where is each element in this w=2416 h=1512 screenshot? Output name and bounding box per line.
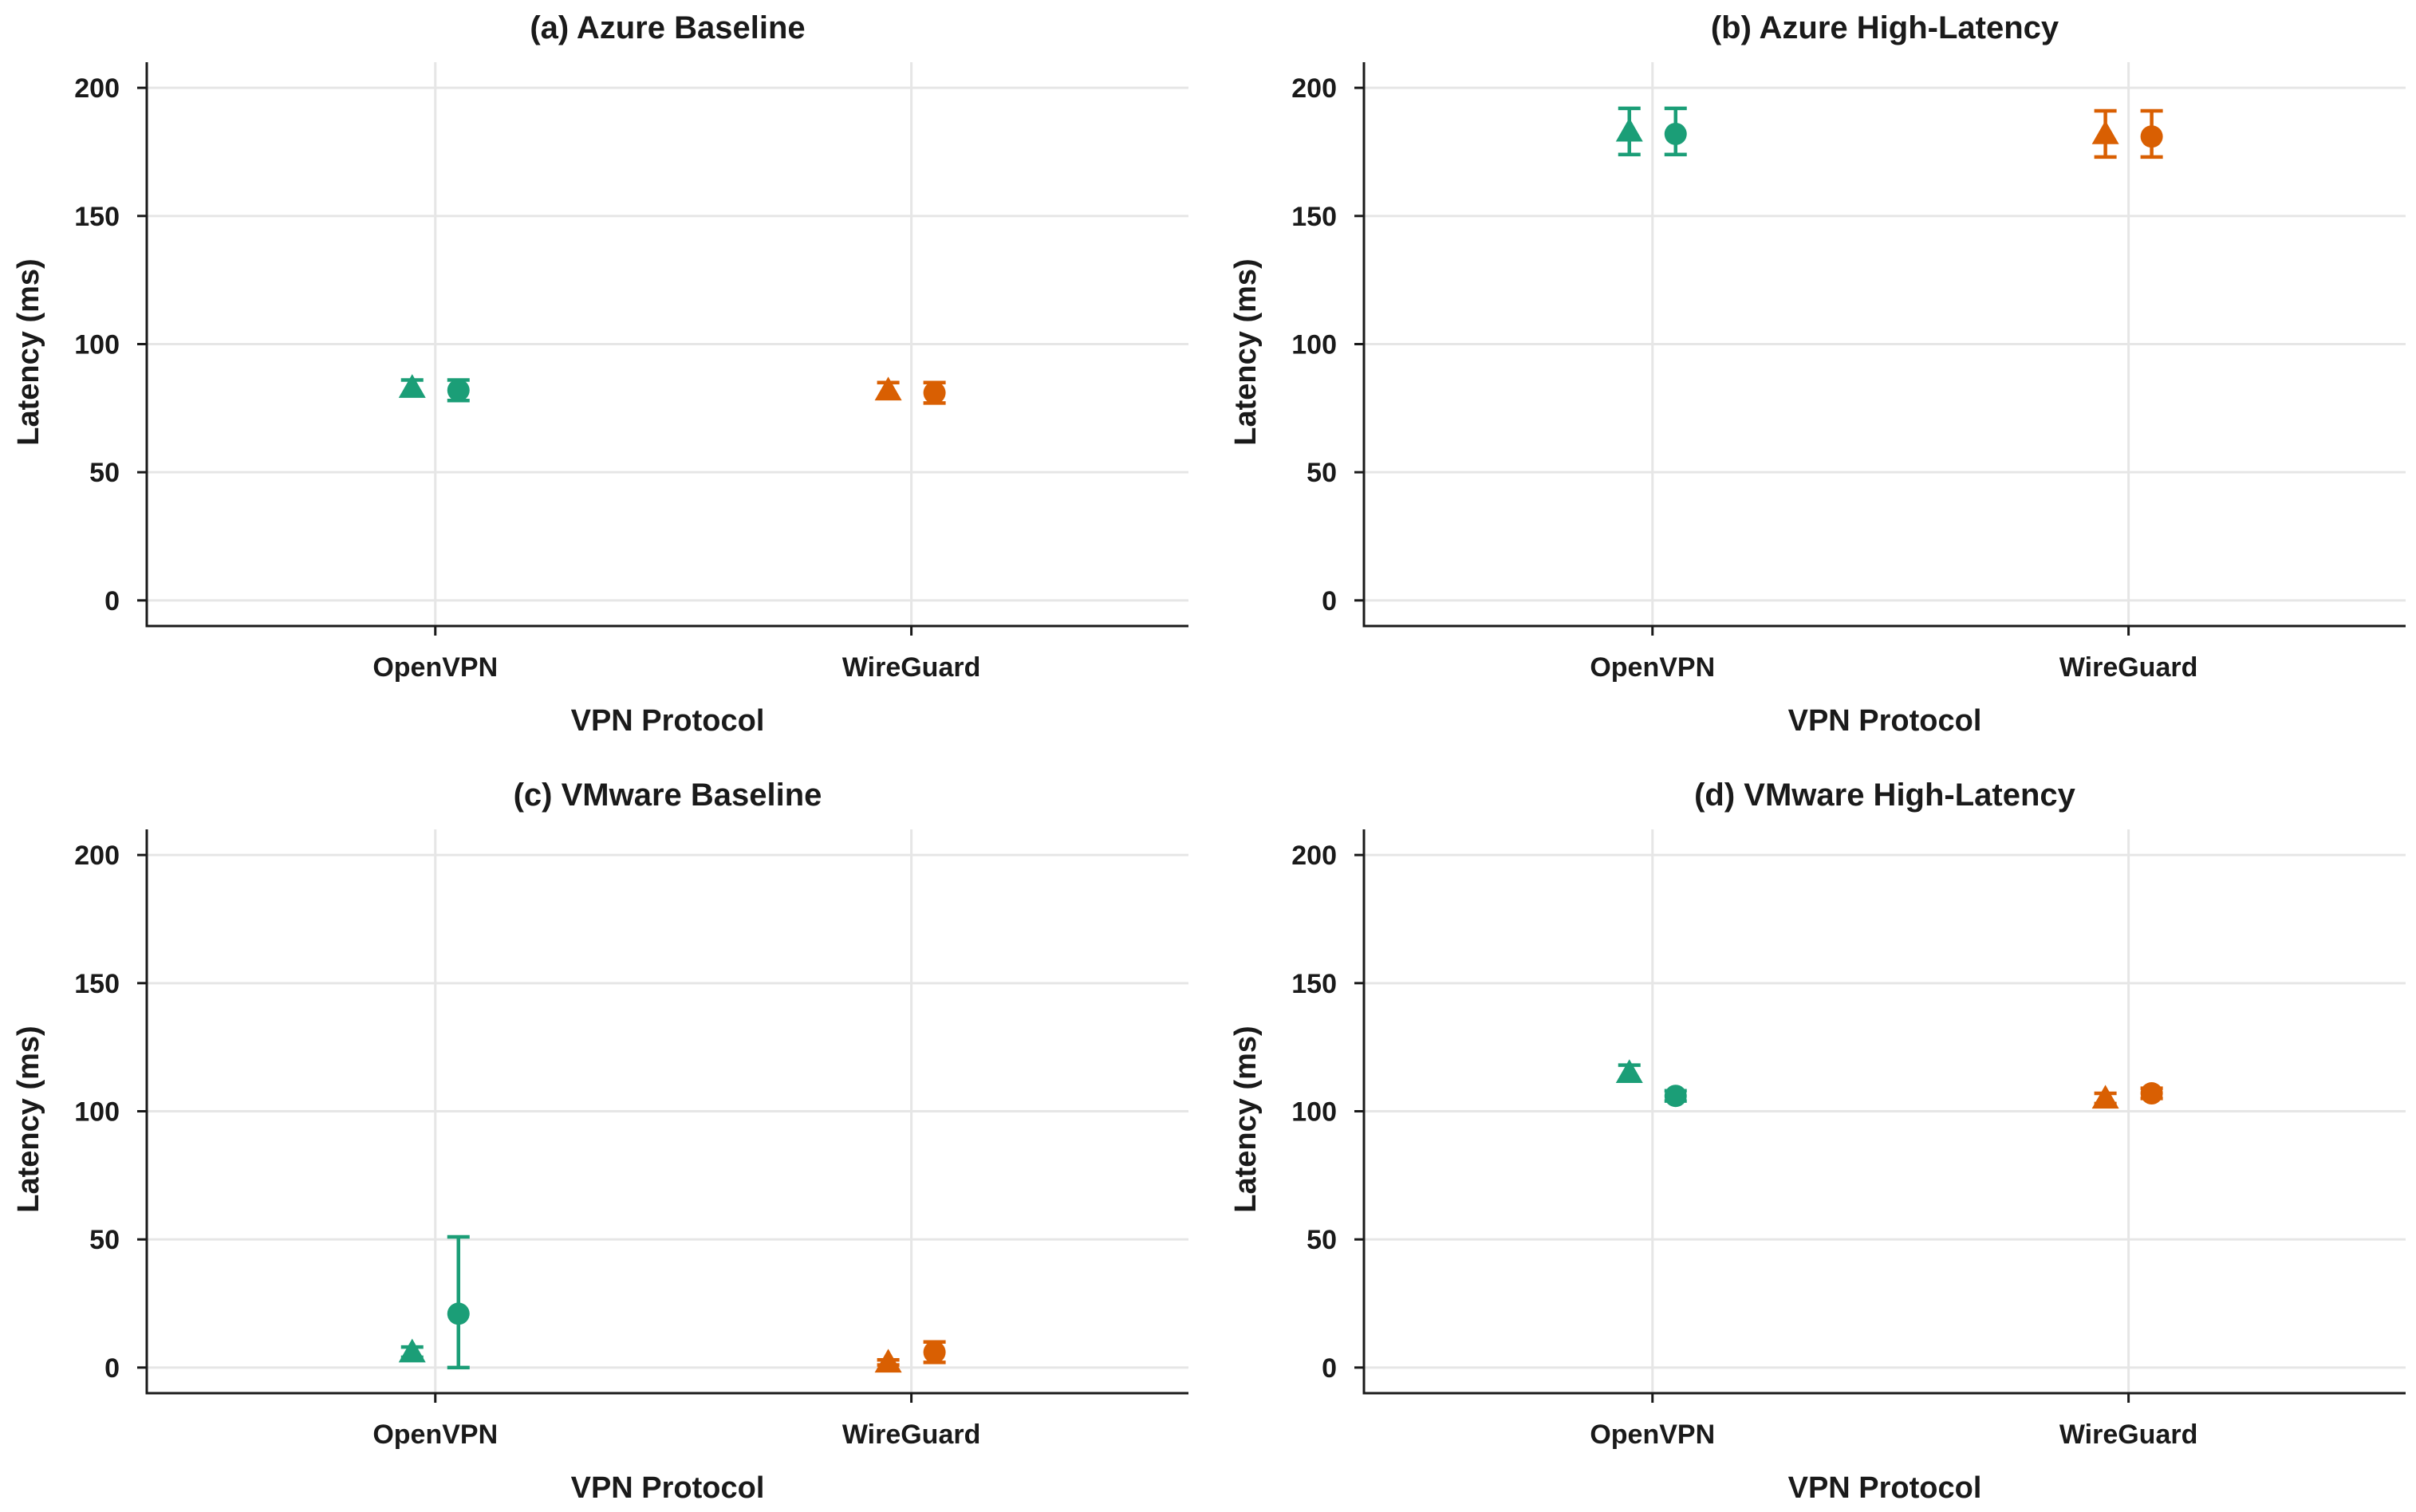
panel-3: 0 50 100 150 200 OpenVPN WireGuard (d) VMware H… <box>1229 778 2406 1505</box>
x-axis-label: VPN Protocol <box>1788 1471 1982 1505</box>
wireguard-circle-marker <box>2140 125 2163 148</box>
x-axis-label: VPN Protocol <box>571 704 765 738</box>
x-tick-label-openvpn: OpenVPN <box>372 1419 498 1450</box>
panel-title: (d) VMware High-Latency <box>1694 778 2076 813</box>
y-tick-label-2: 100 <box>74 330 120 360</box>
y-tick-label-4: 200 <box>74 841 120 871</box>
wireguard-circle-marker <box>923 1341 946 1364</box>
y-tick-label-1: 50 <box>89 458 120 488</box>
x-axis-label: VPN Protocol <box>571 1471 765 1505</box>
y-tick-label-1: 50 <box>89 1225 120 1255</box>
wireguard-triangle-marker <box>874 376 902 401</box>
y-tick-label-0: 0 <box>1322 1353 1337 1384</box>
y-tick-label-2: 100 <box>1291 1097 1337 1128</box>
openvpn-circle-marker <box>447 1302 470 1325</box>
x-tick-label-wireguard: WireGuard <box>2059 1419 2198 1450</box>
openvpn-triangle-marker <box>398 374 426 398</box>
y-axis-label: Latency (ms) <box>12 258 45 445</box>
y-tick-label-1: 50 <box>1307 458 1337 488</box>
x-axis-label: VPN Protocol <box>1788 704 1982 738</box>
openvpn-triangle-marker <box>1615 1059 1643 1084</box>
y-axis-label: Latency (ms) <box>1229 1026 1263 1212</box>
y-tick-label-0: 0 <box>104 1353 120 1384</box>
openvpn-circle-marker <box>447 379 470 402</box>
y-tick-label-4: 200 <box>74 73 120 104</box>
y-axis-label: Latency (ms) <box>1229 258 1263 445</box>
openvpn-circle-marker <box>1664 1085 1687 1108</box>
y-axis-label: Latency (ms) <box>12 1026 45 1212</box>
panel-2: 0 50 100 150 200 OpenVPN WireGuard (c) VMware B… <box>12 778 1188 1505</box>
panel-1: 0 50 100 150 200 OpenVPN WireGuard (b) Azure Hi… <box>1229 10 2406 738</box>
y-tick-label-4: 200 <box>1291 73 1337 104</box>
wireguard-circle-marker <box>2140 1082 2163 1105</box>
wireguard-circle-marker <box>923 381 946 404</box>
openvpn-triangle-marker <box>1615 117 1643 142</box>
x-tick-label-openvpn: OpenVPN <box>1590 652 1715 683</box>
x-tick-label-wireguard: WireGuard <box>2059 652 2198 683</box>
y-tick-label-3: 150 <box>74 202 120 232</box>
y-tick-label-1: 50 <box>1307 1225 1337 1255</box>
openvpn-circle-marker <box>1664 122 1687 145</box>
y-tick-label-3: 150 <box>1291 202 1337 232</box>
y-tick-label-2: 100 <box>74 1097 120 1128</box>
y-tick-label-0: 0 <box>104 586 120 616</box>
panel-title: (a) Azure Baseline <box>530 10 805 45</box>
x-tick-label-wireguard: WireGuard <box>842 1419 981 1450</box>
wireguard-triangle-marker <box>2091 120 2119 144</box>
panel-title: (b) Azure High-Latency <box>1711 10 2059 45</box>
openvpn-triangle-marker <box>398 1338 426 1363</box>
y-tick-label-2: 100 <box>1291 330 1337 360</box>
x-tick-label-wireguard: WireGuard <box>842 652 981 683</box>
panel-title: (c) VMware Baseline <box>514 778 822 813</box>
panel-0: 0 50 100 150 200 OpenVPN WireGuard (a) Azure Ba… <box>12 10 1188 738</box>
wireguard-triangle-marker <box>2091 1085 2119 1109</box>
wireguard-triangle-marker <box>874 1349 902 1373</box>
y-tick-label-4: 200 <box>1291 841 1337 871</box>
x-tick-label-openvpn: OpenVPN <box>372 652 498 683</box>
y-tick-label-3: 150 <box>74 969 120 999</box>
x-tick-label-openvpn: OpenVPN <box>1590 1419 1715 1450</box>
y-tick-label-0: 0 <box>1322 586 1337 616</box>
y-tick-label-3: 150 <box>1291 969 1337 999</box>
